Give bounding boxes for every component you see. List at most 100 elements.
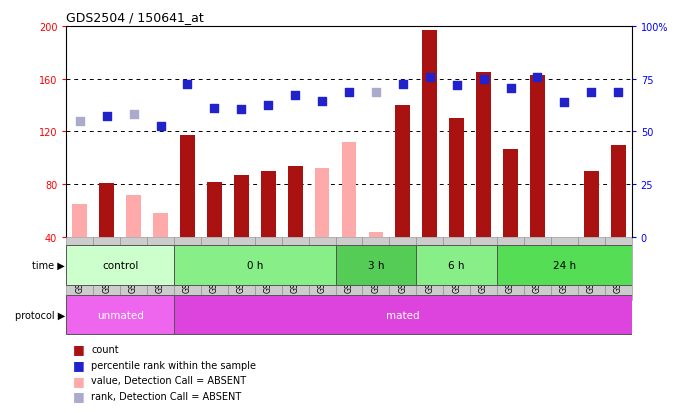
Point [262,102,274,109]
Point [505,85,516,92]
Bar [234,176,248,237]
Bar [174,237,201,301]
Bar [174,246,336,285]
Bar [369,232,383,237]
Point [397,81,408,88]
Text: GSM112945: GSM112945 [183,246,192,292]
Bar [497,237,524,301]
Text: GSM112943: GSM112943 [156,246,165,292]
Text: 6 h: 6 h [448,260,465,271]
Bar [470,237,497,301]
Point [128,112,139,119]
Text: 0 h: 0 h [246,260,263,271]
Text: GDS2504 / 150641_at: GDS2504 / 150641_at [66,11,204,24]
Text: GSM112942: GSM112942 [129,246,138,292]
Point [182,81,193,88]
Text: mated: mated [386,310,419,320]
Point [209,105,220,112]
Text: percentile rank within the sample: percentile rank within the sample [91,360,256,370]
Bar [66,246,174,285]
Text: GSM112972: GSM112972 [587,246,596,292]
Bar [497,246,632,285]
Bar [551,237,578,301]
Text: GSM112965: GSM112965 [452,246,461,292]
Bar [120,237,147,301]
Bar [362,237,389,301]
Point [155,123,166,130]
Bar [315,169,329,237]
Bar [416,246,497,285]
Bar [604,237,632,301]
Text: count: count [91,344,119,354]
Bar [309,237,336,301]
Text: 3 h: 3 h [368,260,384,271]
Bar [389,237,416,301]
Text: GSM112950: GSM112950 [318,246,327,292]
Bar [416,237,443,301]
Bar [336,237,362,301]
Text: unmated: unmated [97,310,144,320]
Bar [147,237,174,301]
Bar [611,145,625,237]
Bar [73,204,87,237]
Bar [282,237,309,301]
Bar [530,76,545,237]
Text: rank, Detection Call = ABSENT: rank, Detection Call = ABSENT [91,391,242,401]
Text: GSM112948: GSM112948 [264,246,273,292]
Text: 24 h: 24 h [553,260,576,271]
Bar [66,295,174,335]
Bar [153,214,168,237]
Text: GSM112962: GSM112962 [371,246,380,292]
Bar [557,237,572,244]
Bar [584,172,599,237]
Text: GSM112964: GSM112964 [425,246,434,292]
Bar [228,237,255,301]
Bar [288,166,302,237]
Bar [174,295,632,335]
Bar [524,237,551,301]
Point [371,89,382,96]
Point [424,75,436,81]
Text: ■: ■ [73,342,85,356]
Bar [396,106,410,237]
Point [343,89,355,96]
Text: protocol ▶: protocol ▶ [15,310,65,320]
Bar [443,237,470,301]
Bar [94,237,120,301]
Text: control: control [102,260,138,271]
Text: GSM112963: GSM112963 [399,246,408,292]
Point [451,83,462,89]
Bar [476,73,491,237]
Text: GSM112947: GSM112947 [237,246,246,292]
Point [613,89,624,96]
Point [236,107,247,113]
Text: value, Detection Call = ABSENT: value, Detection Call = ABSENT [91,375,246,385]
Text: ■: ■ [73,358,85,371]
Point [316,99,327,105]
Bar [336,246,416,285]
Text: GSM112946: GSM112946 [210,246,219,292]
Point [586,89,597,96]
Text: ■: ■ [73,374,85,387]
Text: GSM112931: GSM112931 [75,246,84,292]
Point [74,118,85,125]
Text: time ▶: time ▶ [32,260,65,271]
Text: ■: ■ [73,389,85,403]
Point [101,113,112,120]
Point [290,92,301,99]
Bar [422,31,437,237]
Bar [341,142,357,237]
Point [559,100,570,107]
Point [532,75,543,81]
Point [478,76,489,83]
Text: GSM112970: GSM112970 [533,246,542,292]
Bar [126,195,141,237]
Bar [578,237,604,301]
Text: GSM112967: GSM112967 [479,246,488,292]
Bar [99,183,114,237]
Text: GSM112971: GSM112971 [560,246,569,292]
Bar [255,237,282,301]
Text: GSM112935: GSM112935 [102,246,111,292]
Text: GSM112949: GSM112949 [290,246,299,292]
Bar [207,182,222,237]
